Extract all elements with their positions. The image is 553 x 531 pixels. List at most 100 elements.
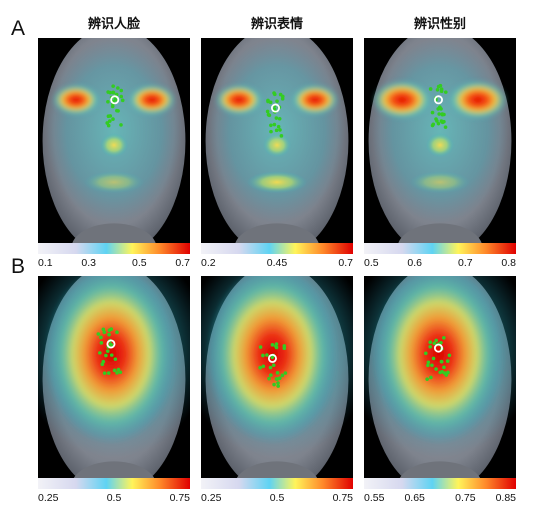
colorbar	[38, 478, 190, 489]
fixation-dot	[435, 88, 440, 92]
fixation-dot	[272, 122, 277, 127]
fixation-dot	[115, 371, 119, 375]
fixation-dot	[120, 98, 125, 103]
colorbar	[201, 478, 353, 489]
fixation-dot	[274, 116, 279, 120]
fixation-dot	[442, 365, 446, 370]
colorbar-tick-label: 0.45	[266, 257, 288, 269]
fixation-dot	[278, 128, 282, 132]
face-panel	[364, 276, 516, 482]
fixation-dot	[439, 359, 444, 364]
fixation-dot	[107, 332, 111, 337]
fixation-dot	[98, 351, 102, 355]
colorbar-tick-label: 0.75	[455, 492, 476, 504]
fixation-dot	[119, 94, 124, 99]
fixation-dot	[269, 373, 273, 377]
mean-fixation-marker	[110, 95, 120, 105]
colorbar-tick-label: 0.25	[201, 492, 222, 504]
colorbar	[364, 478, 516, 489]
colorbar-tick-label: 0.1	[38, 257, 53, 269]
fixation-dot	[112, 368, 117, 373]
fixation-dot	[280, 97, 285, 101]
heatmap-mouth	[410, 171, 470, 194]
fixation-dot	[107, 328, 112, 332]
fixation-dot	[118, 370, 123, 375]
fixation-dot	[436, 107, 440, 111]
fixation-dot	[96, 332, 101, 336]
fixation-dot	[119, 88, 124, 93]
fixation-dot	[439, 107, 443, 111]
colorbar	[38, 243, 190, 254]
heatmap-right-eye	[448, 80, 508, 120]
fixation-dot	[108, 342, 113, 346]
fixation-dot	[445, 359, 450, 363]
fixation-dot	[261, 353, 265, 358]
mean-fixation-marker	[267, 353, 277, 363]
colorbar-tick-label: 0.5	[132, 257, 147, 269]
fixation-dot	[258, 365, 262, 370]
fixation-dot	[274, 344, 278, 348]
mean-fixation-marker	[270, 103, 280, 113]
fixation-dot	[116, 86, 120, 90]
fixation-dot	[113, 357, 118, 361]
heatmap-mouth	[84, 171, 144, 194]
colorbar	[201, 243, 353, 254]
mean-fixation-marker	[433, 95, 443, 105]
fixation-dot	[428, 344, 432, 349]
fixation-dot	[439, 340, 443, 345]
fixation-dot	[278, 92, 283, 97]
fixation-dot	[119, 123, 123, 127]
fixation-dot	[265, 353, 269, 357]
colorbar-tick-label: 0.25	[38, 492, 59, 504]
face-panel	[38, 38, 190, 244]
face-panel	[38, 276, 190, 482]
fixation-dot	[443, 90, 448, 94]
fixation-dot	[439, 89, 444, 94]
face-panel	[201, 276, 353, 482]
fixation-dot	[436, 84, 441, 89]
fixation-dot	[116, 367, 121, 372]
colorbar-tick-label: 0.7	[175, 257, 190, 269]
colorbar-tick-label: 0.7	[338, 257, 353, 269]
fixation-dot	[434, 367, 438, 371]
heatmap-left-eye	[215, 84, 263, 116]
fixation-dot	[111, 117, 115, 121]
face-panel	[201, 38, 353, 244]
fixation-dot	[115, 108, 119, 113]
fixation-dot	[271, 363, 276, 368]
fixation-dot	[99, 335, 103, 340]
fixation-dot	[431, 356, 436, 361]
face-panel	[364, 38, 516, 244]
fixation-dot	[109, 353, 114, 357]
fixation-dot	[269, 129, 273, 134]
fixation-dot	[424, 351, 428, 356]
row-label: A	[11, 17, 26, 40]
fixation-dot	[106, 99, 110, 104]
fixation-dot	[274, 128, 279, 133]
fixation-dot	[275, 99, 279, 103]
fixation-dot	[258, 345, 263, 349]
fixation-dot	[108, 114, 113, 118]
colorbar-tick-label: 0.2	[201, 257, 216, 269]
fixation-dot	[437, 112, 441, 116]
fixation-dot	[443, 125, 448, 129]
fixation-dot	[276, 381, 280, 385]
fixation-dot	[276, 124, 281, 129]
fixation-dot	[430, 110, 435, 115]
colorbar-tick-label: 0.6	[407, 257, 422, 269]
fixation-dot	[282, 346, 287, 350]
fixation-dot	[280, 373, 285, 378]
fixation-dot	[447, 353, 452, 358]
fixation-dot	[429, 375, 433, 380]
colorbar-tick-label: 0.65	[404, 492, 425, 504]
colorbar-tick-label: 0.85	[495, 492, 516, 504]
fixation-dot	[104, 353, 108, 358]
fixation-dot	[268, 100, 273, 105]
fixation-dot	[102, 371, 107, 375]
panel-title: 辨识表情	[250, 17, 303, 32]
fixation-dot	[279, 134, 284, 138]
fixation-dot	[436, 121, 441, 126]
heatmap-nose	[426, 133, 454, 158]
fixation-dot	[275, 371, 280, 375]
fixation-dot	[105, 121, 110, 125]
